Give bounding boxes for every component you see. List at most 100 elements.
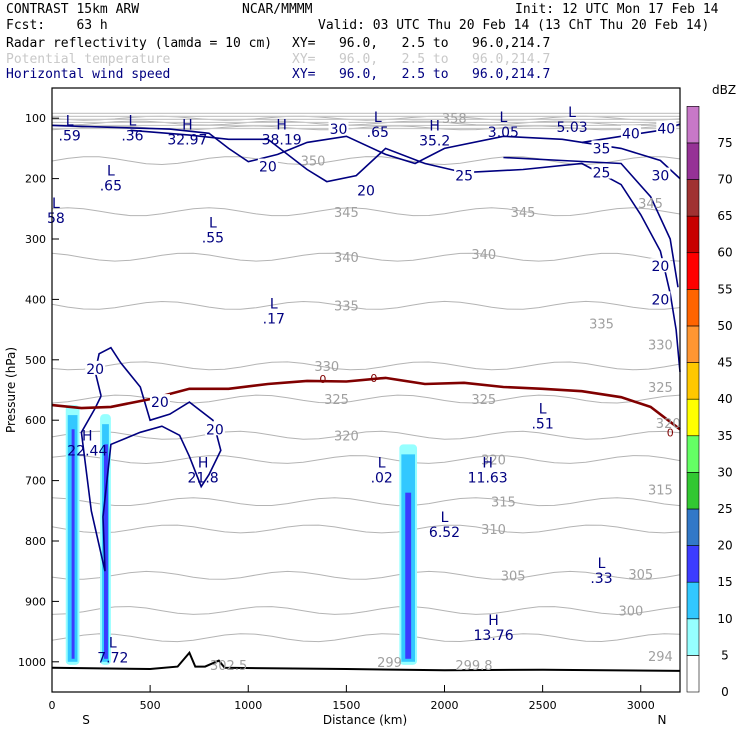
wind-label-bg-0 [328,121,349,136]
wind-label-bg-2 [356,182,376,197]
theta-contour-14 [51,606,681,616]
theta-contour-12 [51,524,681,534]
colorbar-label-60: 60 [717,246,732,260]
plot-frame [51,87,681,693]
wind-label-bg-12 [149,394,170,409]
theta-label-22: 294 [648,650,673,665]
wind-contour-4 [80,346,222,572]
theta-label-5: 340 [471,248,496,263]
theta-label-25: 302.5 [210,659,247,674]
hl-value-3: 38.19 [262,132,302,148]
colorbar-swatch-35 [686,398,700,437]
init-label: Init: 12 UTC Mon 17 Feb 14 [515,2,719,17]
colorbar-swatch-20 [686,508,700,546]
x-axis-label: Distance (km) [323,713,407,727]
wind-label-7: 40 [657,121,675,137]
hl-letter-20: L [52,196,60,212]
hl-letter-5: H [429,119,440,135]
y-tick-label-1: 200 [25,173,46,186]
theta-label-17: 315 [648,484,673,499]
hl-value-8: .65 [100,178,122,194]
wind-label-12: 20 [151,395,169,411]
field-1-xy: XY= 96.0, 2.5 to 96.0,214.7 [292,52,550,67]
theta-label-8: 330 [314,360,339,375]
hl-value-15: 6.52 [429,525,460,541]
colorbar-label-70: 70 [717,173,732,187]
y-tick-label-5: 600 [25,414,46,427]
wind-label-2: 20 [357,184,375,200]
hl-letter-0: L [66,113,74,129]
hl-letter-19: L [109,636,117,652]
colorbar-label-0: 0 [721,685,729,699]
colorbar-label-50: 50 [717,319,732,333]
wind-label-4: 25 [593,166,611,182]
wind-label-bg-9 [650,258,671,273]
colorbar-label-45: 45 [717,356,732,370]
header: CONTRAST 15km ARW NCAR/MMMM Init: 12 UTC… [6,2,719,82]
wind-label-bg-8 [591,140,612,155]
terrain-line [51,650,681,672]
hl-value-13: .02 [371,471,393,487]
hl-value-1: .36 [121,128,143,144]
theta-label-10: 325 [324,393,349,408]
hl-letter-4: L [374,110,382,126]
hl-value-16: .51 [531,416,553,432]
theta-contour-10 [51,455,681,465]
hl-letter-14: H [482,456,493,472]
hl-letter-15: L [441,510,449,526]
wind-label-6: 40 [622,126,640,142]
hl-letter-6: L [499,110,507,126]
hl-value-12: 21.8 [188,471,219,487]
theta-contour-7 [51,361,681,371]
hl-letter-16: L [539,401,547,417]
wind-label-bg-5 [650,167,671,182]
wind-label-5: 30 [651,169,669,185]
colorbar-swatch-50 [686,289,700,327]
hl-letter-13: L [378,456,386,472]
theta-contour-15 [51,633,681,643]
theta-contour-3 [51,156,681,166]
wind-label-0: 30 [330,122,348,138]
theta-label-16: 315 [491,496,516,511]
theta-contour-11 [51,497,681,507]
x-tick-label-1: 500 [140,699,161,712]
hl-letter-1: L [129,113,137,129]
hl-value-14: 11.63 [468,471,508,487]
theta-contour-13 [51,570,681,580]
y-tick-label-9: 1000 [18,656,46,669]
wind-label-3: 25 [455,169,473,185]
wind-label-9: 20 [651,259,669,275]
x-tick-label-5: 2500 [529,699,557,712]
wind-label-bg-11 [85,360,106,375]
hl-value-0: .59 [59,128,81,144]
theta-label-11: 325 [471,393,496,408]
hl-letter-10: L [270,296,278,312]
hl-letter-7: L [568,105,576,121]
colorbar-label-15: 15 [717,575,732,589]
field-2-xy: XY= 96.0, 2.5 to 96.0,214.7 [292,67,550,82]
theta-label-4: 340 [334,251,359,266]
colorbar-label-75: 75 [717,136,732,150]
theta-label-0: 350 [301,154,326,169]
theta-label-1: 345 [334,206,359,221]
hl-value-11: 22.44 [67,444,107,460]
theta-label-19: 305 [501,569,526,584]
theta-label-15: 320 [656,417,681,432]
colorbar-swatch-30 [686,435,700,473]
theta-label-21: 300 [619,604,644,619]
hl-value-9: .55 [202,230,224,246]
colorbar-swatch-60 [686,215,700,254]
theta-contour-9 [51,430,681,440]
colorbar-swatch-15 [686,545,700,583]
x-tick-label-4: 2000 [431,699,459,712]
wind-contour-3 [503,156,679,288]
theta-label-6: 335 [334,299,359,314]
freezing-label-0: 0 [319,373,326,386]
theta-label-14: 320 [481,453,506,468]
colorbar-label-10: 10 [717,612,732,626]
field-2-name: Horizontal wind speed [6,67,170,82]
reflectivity-core-0 [71,429,75,659]
wind-label-bg-4 [591,164,612,179]
reflectivity-core-2 [405,492,412,659]
